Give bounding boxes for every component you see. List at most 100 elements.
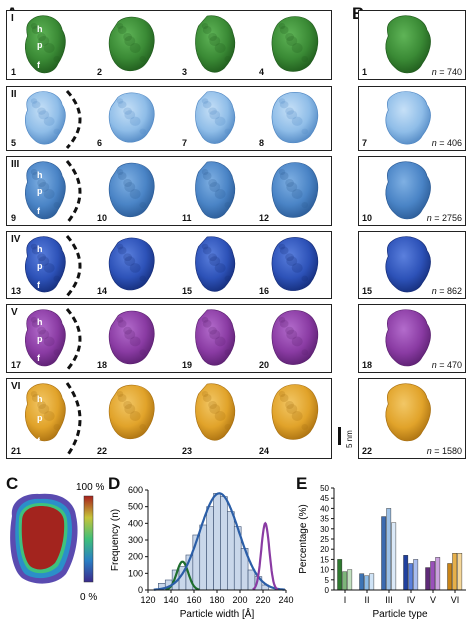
y-tick-label: 100 [128, 568, 143, 578]
x-axis-label: Particle width [Å] [180, 607, 255, 620]
particle-count-label: n = 1580 [427, 446, 462, 456]
particle-count-prefix: n [431, 138, 437, 148]
class-roman-label: VI [11, 381, 21, 392]
particle-count-equals: = [436, 286, 447, 296]
class-average-iii: 10 n = 2756 [358, 156, 466, 226]
class-roman-label: IV [11, 234, 21, 245]
particle-count-label: n = 2756 [427, 213, 462, 223]
class-average-map [385, 15, 431, 74]
particle-average-9 [25, 161, 66, 220]
particle-count-prefix: n [431, 286, 437, 296]
y-tick-label: 400 [128, 518, 143, 528]
percentage-bar [447, 563, 453, 591]
particle-count-equals: = [431, 213, 442, 223]
percentage-bar [347, 569, 353, 591]
particle-average-10 [108, 162, 155, 218]
particle-index-label: 23 [182, 446, 193, 456]
particle-count-value: 740 [446, 67, 462, 77]
y-tick-label: 25 [320, 535, 329, 544]
region-label-f: f [37, 279, 40, 290]
particle-average-7 [195, 91, 236, 144]
percentage-bar [403, 555, 409, 591]
x-tick-label: 200 [232, 595, 247, 605]
class-roman-label: I [11, 13, 14, 24]
particle-average-2 [108, 16, 155, 72]
region-label-p: p [37, 186, 43, 197]
particle-count-label: n = 740 [432, 67, 462, 77]
particle-average-4 [271, 16, 319, 72]
class-row-ii: II 5 6 7 8 [6, 86, 332, 151]
class-row-v: V 17 18 19 20 h p f [6, 304, 332, 373]
y-tick-label: 5 [325, 576, 330, 585]
histogram-bar [247, 569, 256, 591]
histogram-bar [220, 496, 228, 591]
particle-index-label: 19 [182, 360, 193, 370]
y-tick-label: 45 [320, 494, 329, 503]
percentage-bar [391, 522, 397, 591]
scale-bar-label: 5 nm [345, 430, 354, 448]
particle-average-15 [195, 236, 236, 292]
percentage-bar [425, 567, 431, 591]
category-label: I [344, 595, 347, 605]
particle-average-5 [25, 91, 66, 145]
particle-index-label: 12 [259, 213, 270, 223]
particle-count-label: n = 406 [432, 138, 462, 148]
region-label-h: h [37, 393, 43, 404]
y-tick-label: 500 [128, 502, 143, 512]
y-tick-label: 40 [320, 504, 329, 513]
class-average-iv: 15 n = 862 [358, 231, 466, 299]
particle-count-equals: = [436, 360, 447, 370]
x-tick-label: 120 [140, 595, 155, 605]
particle-count-prefix: n [426, 446, 432, 456]
particle-count-value: 2756 [441, 213, 462, 223]
particle-average-17 [25, 309, 66, 367]
particle-average-16 [271, 237, 319, 291]
particle-index-label: 7 [182, 138, 188, 148]
dashed-arc [65, 235, 82, 297]
particle-count-value: 1580 [441, 446, 462, 456]
class-roman-label: III [11, 159, 20, 170]
y-tick-label: 0 [138, 585, 143, 595]
region-label-p: p [37, 260, 43, 271]
region-label-p: p [37, 40, 43, 51]
class-average-i: 1 n = 740 [358, 10, 466, 80]
region-label-f: f [37, 206, 40, 216]
particle-average-24 [271, 384, 319, 440]
class-row-iii: III 9 10 11 12 h p f [6, 156, 332, 226]
region-label-f: f [37, 60, 40, 70]
class-index-label: 7 [362, 138, 368, 148]
percentage-bar [386, 508, 392, 591]
x-tick-label: 180 [209, 595, 224, 605]
histogram-bar [206, 506, 214, 591]
region-label-h: h [37, 244, 43, 255]
particle-index-label: 6 [97, 138, 103, 148]
particle-average-1 [25, 15, 66, 74]
particle-average-22 [108, 384, 155, 440]
percentage-bar [457, 553, 463, 591]
particle-index-label: 21 [11, 446, 22, 456]
particle-count-label: n = 470 [432, 360, 462, 370]
particle-count-prefix: n [426, 213, 432, 223]
particle-average-12 [271, 162, 319, 218]
y-tick-label: 20 [320, 545, 329, 554]
class-index-label: 10 [362, 213, 373, 223]
particle-index-label: 4 [259, 67, 265, 77]
dashed-arc [65, 382, 82, 457]
panel-label-c: C [6, 474, 19, 493]
panel-label-e: E [296, 474, 308, 493]
particle-average-21 [25, 383, 66, 442]
class-index-label: 1 [362, 67, 368, 77]
panel-c-heatmap: 100 % 0 % [10, 482, 104, 603]
x-tick-label: 160 [186, 595, 201, 605]
gaussian-fit-line [153, 492, 286, 591]
category-label: II [364, 595, 369, 605]
y-tick-label: 300 [128, 535, 143, 545]
particle-average-8 [271, 92, 319, 144]
particle-average-13 [25, 236, 66, 293]
particle-index-label: 1 [11, 67, 17, 77]
scale-bar [338, 427, 341, 445]
particle-index-label: 9 [11, 213, 17, 223]
category-label: VI [451, 595, 460, 605]
percentage-bar [364, 575, 370, 591]
particle-index-label: 24 [259, 446, 270, 456]
